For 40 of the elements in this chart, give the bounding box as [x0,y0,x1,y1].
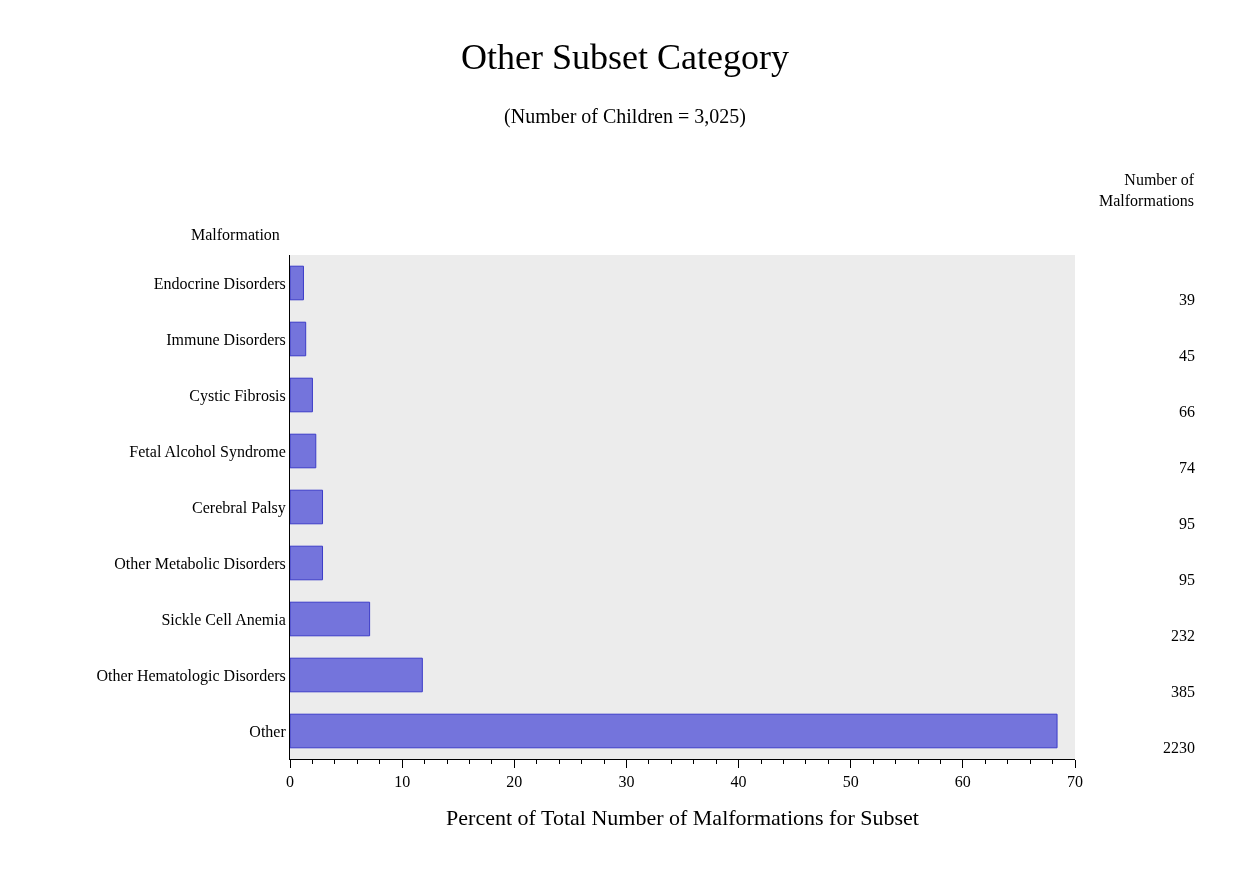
bar [290,265,304,301]
x-tick-label: 50 [842,773,859,791]
text: 95 [1179,515,1195,532]
y-axis-title: Malformation [191,226,280,243]
bar [290,377,313,413]
bar [290,489,324,525]
chart-subtitle: (Number of Children = 3,025) [504,104,746,128]
text: 385 [1171,683,1195,700]
text: 232 [1171,627,1195,644]
x-tick-label: 60 [954,773,971,791]
bar [290,321,307,357]
y-tick-label: Other [249,722,287,740]
text: Number of Malformations [1099,171,1195,209]
x-axis-title: Percent of Total Number of Malformations for Subset [446,805,919,831]
bar [290,433,317,469]
bar [290,601,371,637]
x-tick-label: 10 [394,773,411,791]
y-tick-label: Other Hematologic Disorders [96,666,286,685]
text: 45 [1179,347,1195,364]
x-tick-label: 70 [1067,773,1083,791]
y-tick-label: Other Metabolic Disorders [114,554,286,572]
x-tick-label: 30 [618,773,635,791]
text: 66 [1179,403,1195,420]
text: 95 [1179,571,1195,588]
text: 39 [1179,291,1195,308]
y-tick-label: Endocrine Disorders [153,274,286,292]
x-tick-label: 20 [506,773,523,791]
text: 2230 [1163,739,1195,756]
bar [290,545,324,581]
y-tick-label: Cerebral Palsy [192,498,286,517]
text: 74 [1179,459,1195,476]
bar [290,713,1058,749]
x-tick-label: 0 [286,773,294,791]
x-tick-label: 40 [730,773,747,791]
y-tick-label: Immune Disorders [166,330,286,348]
bar [290,657,423,693]
y-tick-label: Fetal Alcohol Syndrome [129,442,286,461]
y-tick-label: Cystic Fibrosis [189,386,286,405]
chart-title: Other Subset Category [461,36,789,77]
y-tick-label: Sickle Cell Anemia [161,610,286,628]
